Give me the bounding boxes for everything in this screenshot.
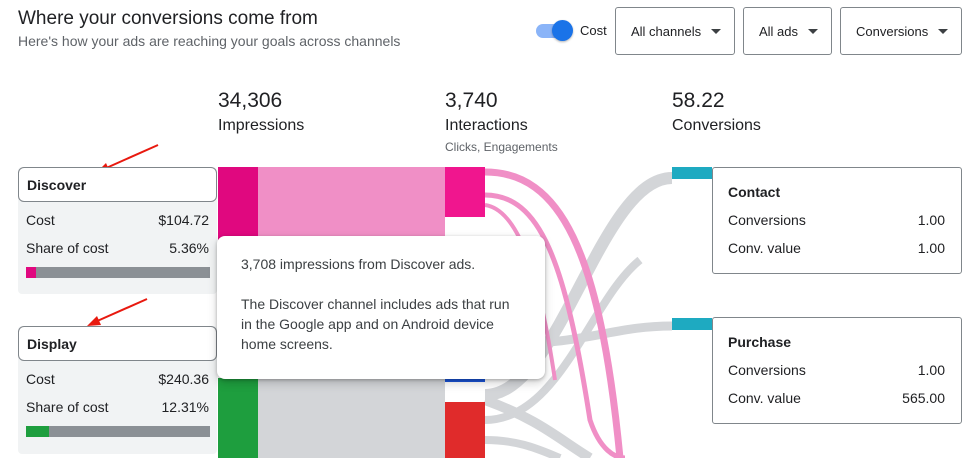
annotation-arrow	[103, 144, 159, 170]
interactions-label: Interactions	[445, 117, 528, 134]
toggle-knob	[552, 20, 573, 41]
goal-value-row: Conv. value 565.00	[728, 390, 945, 406]
cost-toggle[interactable]	[536, 20, 574, 42]
share-bar-fill	[26, 426, 49, 437]
conv-value: 565.00	[902, 390, 945, 406]
tooltip-line-1: 3,708 impressions from Discover ads.	[241, 256, 476, 272]
cost-toggle-label: Cost	[580, 23, 607, 38]
conv-value: 1.00	[917, 240, 945, 256]
share-label: Share of cost	[26, 399, 109, 415]
goal-conversions-row: Conversions 1.00	[728, 362, 945, 378]
share-bar	[26, 267, 210, 278]
ads-dropdown[interactable]: All ads	[743, 7, 832, 55]
cost-row: Cost $240.36	[26, 371, 209, 387]
flow-to-contact	[484, 172, 673, 401]
conversions-value: 1.00	[917, 362, 945, 378]
conversions-value: 1.00	[917, 212, 945, 228]
page-title: Where your conversions come from	[18, 8, 318, 29]
chevron-down-icon	[711, 28, 722, 34]
share-row: Share of cost 12.31%	[26, 399, 209, 415]
page-subtitle: Here's how your ads are reaching your go…	[18, 33, 401, 49]
conversions-label: Conversions	[672, 117, 761, 134]
impressions-value: 34,306	[218, 89, 283, 112]
interactions-sublabel: Clicks, Engagements	[445, 140, 558, 154]
node-red-interactions[interactable]	[445, 402, 485, 458]
goal-name: Purchase	[728, 334, 792, 350]
channel-name: Display	[18, 326, 217, 361]
node-discover-interactions[interactable]	[445, 167, 485, 217]
node-contact[interactable]	[672, 167, 712, 179]
discover-tooltip: 3,708 impressions from Discover ads. The…	[217, 236, 545, 379]
goal-value-row: Conv. value 1.00	[728, 240, 945, 256]
conversions-label: Conversions	[728, 362, 806, 378]
flow-discover-pink	[484, 192, 626, 458]
channel-card-display[interactable]: Display Cost $240.36 Share of cost 12.31…	[18, 326, 217, 454]
share-bar-fill	[26, 267, 36, 278]
annotation-arrowhead	[87, 316, 101, 326]
impressions-label: Impressions	[218, 117, 305, 134]
node-purchase[interactable]	[672, 318, 712, 330]
channel-card-discover[interactable]: Discover Cost $104.72 Share of cost 5.36…	[18, 167, 217, 294]
channels-dropdown[interactable]: All channels	[615, 7, 735, 55]
chevron-down-icon	[808, 28, 819, 34]
goal-card-contact[interactable]: Contact Conversions 1.00 Conv. value 1.0…	[712, 167, 962, 274]
ads-dropdown-value: All ads	[759, 23, 799, 39]
cost-row: Cost $104.72	[26, 212, 209, 228]
goal-card-purchase[interactable]: Purchase Conversions 1.00 Conv. value 56…	[712, 317, 962, 424]
tooltip-line-2: The Discover channel includes ads that r…	[241, 296, 510, 352]
channel-name: Discover	[18, 167, 217, 202]
node-display-impressions[interactable]	[218, 378, 258, 458]
cost-label: Cost	[26, 371, 55, 387]
share-bar	[26, 426, 210, 437]
conv-value-label: Conv. value	[728, 390, 801, 406]
goal-conversions-row: Conversions 1.00	[728, 212, 945, 228]
share-value: 12.31%	[161, 399, 209, 415]
cost-label: Cost	[26, 212, 55, 228]
channels-dropdown-value: All channels	[631, 23, 702, 39]
goal-name: Contact	[728, 184, 781, 200]
interactions-value: 3,740	[445, 89, 498, 112]
flow-gray-band	[484, 436, 562, 458]
annotation-arrow	[94, 298, 148, 323]
share-row: Share of cost 5.36%	[26, 240, 209, 256]
flow-discover-pink	[484, 168, 624, 458]
cost-value: $240.36	[158, 371, 209, 387]
cost-value: $104.72	[158, 212, 209, 228]
metric-dropdown[interactable]: Conversions	[840, 7, 962, 55]
conversions-label: Conversions	[728, 212, 806, 228]
conv-value-label: Conv. value	[728, 240, 801, 256]
share-label: Share of cost	[26, 240, 109, 256]
conversions-value: 58.22	[672, 89, 725, 112]
chevron-down-icon	[938, 28, 949, 34]
share-value: 5.36%	[169, 240, 209, 256]
flow-gray-band	[483, 395, 593, 458]
metric-dropdown-value: Conversions	[856, 23, 929, 39]
